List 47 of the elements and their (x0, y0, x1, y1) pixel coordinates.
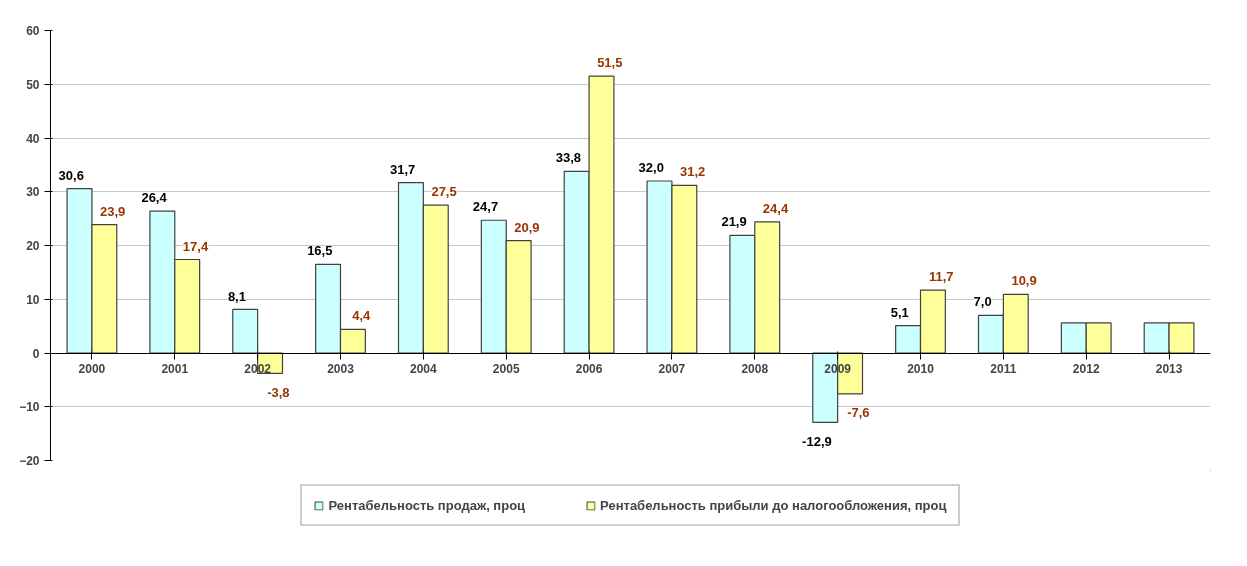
x-tick-label: 2007 (658, 362, 686, 376)
data-label: 24,4 (762, 200, 789, 216)
x-tick-label: 2006 (575, 362, 603, 376)
data-label: 5,1 (890, 304, 909, 320)
y-tick-label: −10 (19, 400, 40, 415)
x-tick-label: 2013 (1155, 362, 1183, 376)
data-label: 31,2 (679, 164, 706, 180)
data-label: 26,4 (141, 190, 168, 206)
x-tick-label: 2011 (990, 362, 1017, 376)
y-tick-label: 60 (26, 24, 40, 38)
data-label: 4,4 (352, 308, 372, 324)
y-tick-label: 20 (26, 239, 40, 253)
data-label: -7,6 (847, 405, 870, 421)
y-tick-label: −20 (19, 454, 40, 468)
data-label: 17,4 (182, 238, 209, 254)
data-label: 51,5 (597, 55, 623, 71)
data-label: 8,1 (227, 288, 246, 304)
x-tick-label: 2001 (161, 362, 189, 376)
data-label: 27,5 (431, 184, 457, 200)
data-label: 20,9 (514, 219, 540, 235)
x-tick-label: 2012 (1072, 362, 1100, 376)
legend-label: Рентабельность продаж, проц (328, 497, 526, 513)
data-label: 23,9 (99, 203, 126, 219)
data-label: 30,6 (58, 167, 84, 183)
data-label: 16,5 (307, 243, 333, 259)
x-tick-label: 2004 (410, 362, 438, 376)
data-label: -3,8 (267, 384, 290, 400)
legend-label: Рентабельность прибыли до налогообложения, проц (600, 497, 947, 513)
data-label: 7,0 (973, 294, 992, 310)
data-label: 21,9 (721, 214, 747, 230)
y-tick-label: 10 (26, 292, 40, 307)
data-label: 24,7 (472, 199, 499, 215)
y-tick-label: 30 (26, 185, 40, 200)
x-tick-label: 2003 (327, 362, 355, 376)
data-label: 11,7 (928, 269, 954, 285)
data-label: 32,0 (638, 160, 664, 176)
x-tick-label: 2010 (907, 362, 935, 376)
y-tick-label: 50 (26, 77, 40, 92)
x-tick-label: 2000 (78, 362, 106, 376)
data-label: 31,7 (389, 161, 416, 177)
y-tick-label: 0 (32, 346, 40, 361)
data-label: -12,9 (802, 433, 832, 449)
x-tick-label: 2008 (741, 362, 769, 376)
x-tick-label: 2005 (492, 362, 520, 376)
data-label: 10,9 (1011, 273, 1037, 289)
y-tick-label: 40 (26, 131, 40, 146)
data-label: 33,8 (555, 150, 582, 166)
